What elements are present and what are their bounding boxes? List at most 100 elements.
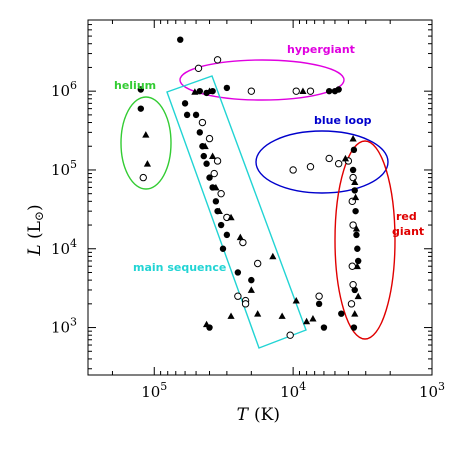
open-circle-point (334, 160, 343, 168)
triangle-point (215, 207, 223, 215)
giant-label: giant (392, 225, 424, 238)
data-points (137, 36, 362, 339)
main-sequence-region (166, 75, 307, 349)
triangle-point (142, 131, 150, 138)
hypergiant-region (179, 59, 345, 101)
triangle-point (247, 286, 255, 293)
filled-circle-point (350, 324, 358, 331)
main-sequence-label: main sequence (133, 261, 226, 274)
open-circle-point (210, 169, 218, 178)
triangle-point (205, 87, 214, 95)
plot-frame (87, 19, 433, 376)
open-circle-point (315, 292, 323, 300)
filled-circle-point (196, 129, 203, 136)
y-tick-label: 106 (51, 79, 77, 100)
filled-circle-point (223, 84, 231, 92)
triangle-point (269, 252, 277, 260)
filled-circle-point (354, 257, 362, 265)
triangle-point (351, 193, 360, 201)
triangle-point (212, 183, 220, 191)
filled-circle-point (335, 86, 342, 93)
triangle-point (143, 160, 152, 167)
open-circle-point (139, 173, 147, 182)
filled-circle-point (192, 111, 200, 119)
triangle-point (292, 296, 300, 304)
triangle-point (352, 225, 361, 232)
filled-circle-point (196, 87, 203, 95)
filled-circle-point (181, 100, 189, 107)
filled-circle-point (206, 174, 213, 181)
filled-circle-point (234, 269, 242, 276)
svg-text:L (L⊙): L (L⊙) (25, 204, 46, 256)
open-circle-point (241, 300, 250, 308)
filled-circle-point (183, 111, 191, 119)
open-circle-point (213, 56, 222, 64)
filled-circle-point (203, 160, 210, 167)
filled-circle-point (217, 221, 225, 229)
triangle-point (341, 154, 350, 162)
triangle-point (351, 310, 359, 317)
triangle-point (202, 320, 211, 328)
filled-circle-point (219, 245, 227, 252)
open-circle-point (194, 64, 203, 73)
triangle-point (201, 142, 209, 150)
y-tick-label: 104 (51, 237, 77, 258)
filled-circle-point (137, 86, 145, 93)
open-circle-point (292, 87, 300, 95)
blue-loop-label: blue loop (314, 114, 372, 127)
triangle-point (278, 312, 286, 319)
helium-label: helium (114, 79, 156, 92)
red-giant-region (334, 140, 396, 340)
open-circle-point (247, 87, 256, 95)
triangle-point (351, 178, 359, 186)
open-circle-point (198, 118, 207, 127)
filled-circle-point (223, 231, 231, 239)
triangle-point (227, 213, 235, 221)
x-tick-label: 105 (141, 380, 167, 401)
open-circle-point (239, 238, 247, 247)
open-circle-point (217, 189, 225, 198)
open-circle-point (213, 157, 222, 165)
triangle-point (254, 310, 262, 317)
filled-circle-point (320, 324, 328, 331)
axis-ticks: 105 104 103 103 104 105 106 (51, 19, 445, 401)
filled-circle-point (137, 105, 145, 112)
filled-circle-point (212, 198, 220, 205)
filled-circle-point (325, 87, 333, 95)
filled-circle-point (315, 300, 323, 308)
blue-loop-region (255, 130, 389, 194)
open-circle-point (205, 134, 214, 143)
open-circle-point (234, 292, 242, 300)
triangle-point (302, 317, 311, 325)
triangle-point (299, 87, 307, 95)
filled-circle-point (338, 310, 345, 317)
x-tick-label: 104 (280, 380, 306, 401)
open-circle-point (325, 154, 333, 163)
triangle-point (191, 88, 199, 95)
hypergiant-label: hypergiant (287, 43, 355, 56)
filled-circle-point (248, 276, 255, 284)
open-circle-point (286, 331, 294, 339)
triangle-point (353, 262, 361, 270)
open-circle-point (349, 221, 357, 229)
filled-circle-point (351, 187, 358, 194)
triangle-point (227, 312, 235, 319)
filled-circle-point (350, 146, 358, 154)
open-circle-point (253, 259, 262, 268)
filled-circle-point (349, 166, 357, 174)
open-circle-point (347, 300, 356, 308)
x-axis-label-symbol: T (237, 405, 250, 425)
red-label: red (396, 210, 417, 223)
triangle-point (349, 135, 357, 142)
triangle-point (354, 292, 362, 300)
x-tick-label: 103 (419, 380, 445, 401)
filled-circle-point (354, 245, 361, 252)
open-circle-point (289, 166, 297, 174)
open-circle-point (306, 87, 315, 95)
y-axis-label: L (L⊙) (25, 204, 46, 256)
open-circle-point (349, 280, 357, 289)
filled-circle-point (353, 231, 360, 239)
filled-circle-point (352, 207, 359, 215)
y-tick-label: 103 (51, 316, 77, 337)
triangle-point (236, 233, 244, 241)
